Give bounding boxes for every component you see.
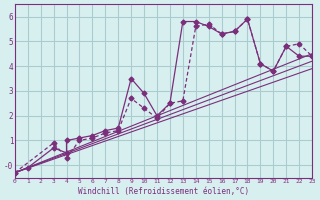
- X-axis label: Windchill (Refroidissement éolien,°C): Windchill (Refroidissement éolien,°C): [78, 187, 249, 196]
